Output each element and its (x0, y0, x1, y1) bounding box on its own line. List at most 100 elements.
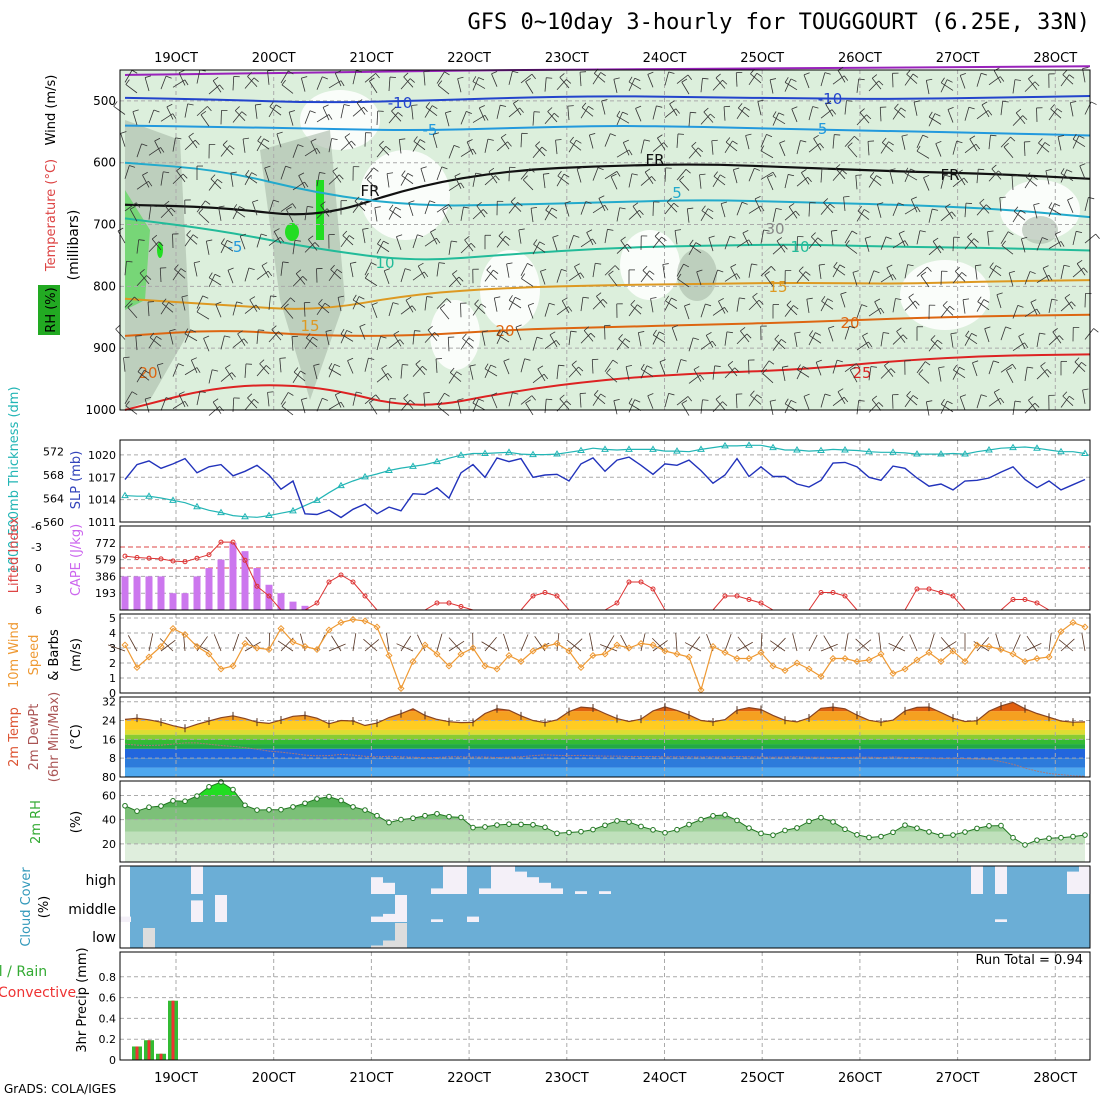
wind-barb (959, 396, 966, 411)
wind-barb (316, 398, 323, 412)
wind-barb (665, 300, 678, 309)
wind-barb (953, 364, 958, 371)
cloud-bar-high (971, 866, 983, 894)
wind-barb (423, 71, 426, 86)
wind-barb (267, 391, 274, 393)
wind-barb (541, 146, 547, 152)
wind-barb (865, 236, 872, 239)
ylabel-wind10m: 10m Wind (7, 622, 22, 688)
cloud-bar-low (383, 940, 395, 948)
wind-barb (286, 206, 292, 211)
y-tick-pressure: 900 (93, 341, 116, 355)
lifted-index-point (218, 539, 224, 545)
wind-barb (264, 167, 270, 182)
wind-barb (1076, 259, 1083, 264)
wind-barb (959, 75, 966, 89)
wind-barb (232, 111, 243, 123)
wind-barb (871, 399, 882, 411)
wind-barb (401, 175, 414, 185)
wind-barb (894, 108, 906, 118)
cape-bar (217, 559, 225, 610)
wind-barb (772, 172, 777, 178)
wind-barb (383, 240, 389, 245)
wind-barb (754, 198, 762, 212)
wind-barb (464, 239, 474, 252)
wind-barb (890, 368, 896, 374)
wind-barb (271, 329, 282, 341)
wind-barb (904, 73, 914, 86)
wind-barb (904, 264, 909, 279)
wind-barb (676, 396, 689, 406)
wind10m-point (1033, 654, 1041, 663)
wind-barb (701, 205, 706, 211)
wind-barb (1023, 141, 1026, 156)
wind-barb (687, 74, 693, 80)
wind10m-barb (1058, 639, 1074, 652)
wind-barb (964, 333, 972, 346)
rh2m-point (626, 819, 632, 825)
wind-barb (336, 269, 343, 274)
wind-barb (492, 269, 499, 274)
wind-barb (568, 331, 572, 346)
wind-barb (707, 208, 714, 213)
wind-barb (687, 207, 694, 210)
wind-barb (316, 302, 326, 316)
wind-barb (608, 274, 618, 286)
wind-barb (1060, 395, 1070, 408)
wind-barb (967, 236, 978, 248)
wind-barb (906, 73, 918, 84)
wind-barb (657, 134, 663, 139)
wind-barb (557, 175, 570, 185)
wind10m-barb (892, 635, 904, 652)
wind10m-barb (364, 639, 380, 652)
ylabel-wind10m-speed: Speed (27, 635, 42, 676)
wind-barb (776, 237, 783, 242)
wind-barb (703, 111, 714, 123)
wind-barb (553, 112, 559, 118)
wind-barb (962, 299, 966, 314)
wind-barb (940, 400, 948, 414)
wind-barb (926, 78, 933, 81)
wind-barb (529, 168, 535, 173)
wind-barb (543, 373, 549, 380)
wind10m-barb (820, 643, 838, 652)
wind-barb (651, 176, 656, 182)
wind-barb (191, 357, 197, 361)
wind-barb (391, 106, 397, 112)
rh2m-point (206, 784, 212, 790)
wind-barb (1068, 74, 1075, 79)
wind-barb (947, 106, 954, 110)
dewpoint-line (124, 742, 1086, 777)
wind-barb (451, 240, 458, 243)
wind-barb (654, 235, 666, 247)
wind-barb (137, 371, 150, 381)
wind-barb (920, 271, 927, 276)
wind-barb (472, 148, 477, 155)
wind-barb (1082, 67, 1089, 69)
wind-barb (520, 73, 533, 84)
wind-barb (267, 392, 270, 407)
wind-barb (760, 150, 774, 159)
y-tick-pressure: 500 (93, 94, 116, 108)
wind-barb (576, 139, 582, 144)
ylabel-dewpt2m: 2m DewPt (27, 704, 42, 771)
wind-barb (182, 173, 188, 179)
wind-barb (363, 106, 368, 112)
wind-barb (544, 303, 550, 317)
lifted-index-point (830, 590, 836, 595)
lifted-index-point (614, 600, 620, 606)
contour-label: 20 (840, 314, 859, 332)
rh-humid-region (677, 249, 717, 301)
wind-barb (123, 356, 130, 359)
wind-barb (239, 235, 246, 250)
wind-barb (910, 168, 917, 172)
wind-barb (293, 367, 299, 373)
wind10m-point (445, 662, 453, 670)
wind-barb (362, 227, 369, 230)
wind-barb (188, 132, 194, 137)
wind-barb (597, 167, 604, 171)
wind-barb (589, 133, 596, 136)
wind-barb (656, 105, 663, 108)
wind-barb (911, 196, 917, 200)
wind10m-point (145, 653, 153, 661)
